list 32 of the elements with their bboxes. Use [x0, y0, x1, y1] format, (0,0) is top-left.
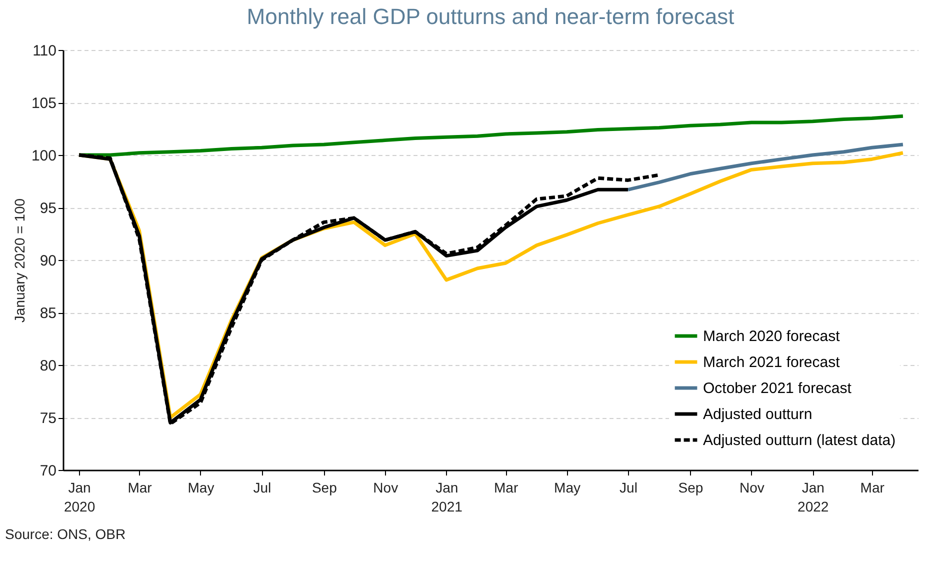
y-tick-label: 95	[40, 200, 56, 217]
x-tick-label: Jan 2021	[431, 480, 463, 514]
y-tick-label: 75	[40, 410, 56, 427]
x-tick-label: May	[554, 480, 580, 496]
y-tick-label: 105	[31, 95, 56, 112]
chart-title: Monthly real GDP outturns and near-term forecast	[246, 4, 734, 29]
legend-label: Adjusted outturn	[703, 406, 812, 423]
x-tick-label: Mar	[128, 480, 152, 496]
x-tick-label: May	[188, 480, 214, 496]
y-tick-label: 110	[32, 42, 56, 60]
x-tick-label: Mar	[860, 480, 885, 496]
x-tick-label: Nov	[373, 480, 398, 496]
x-tick-label: Jul	[253, 480, 272, 496]
y-tick-label: 70	[40, 462, 56, 480]
legend-label: March 2021 forecast	[703, 354, 841, 371]
y-tick-label: 100	[31, 148, 56, 164]
x-tick-label: Sep	[678, 480, 704, 496]
y-axis-title: January 2020 = 100	[11, 198, 28, 323]
x-tick-label: Sep	[312, 480, 338, 496]
x-tick-label: Jan 2022	[798, 480, 829, 514]
y-tick-label: 80	[40, 358, 56, 374]
source-note: Source: ONS, OBR	[5, 526, 126, 542]
x-tick-label: Jul	[620, 480, 638, 496]
y-tick-label: 85	[40, 305, 56, 322]
x-tick-label: Nov	[739, 480, 764, 496]
x-tick-label: Mar	[494, 480, 518, 496]
legend-label: Adjusted outturn (latest data)	[703, 432, 896, 449]
x-tick-label: Jan 2020	[64, 480, 96, 514]
y-tick-label: 90	[40, 252, 56, 270]
line-series	[626, 142, 905, 192]
legend-label: March 2020 forecast	[703, 328, 841, 345]
legend-label: October 2021 forecast	[703, 380, 852, 397]
